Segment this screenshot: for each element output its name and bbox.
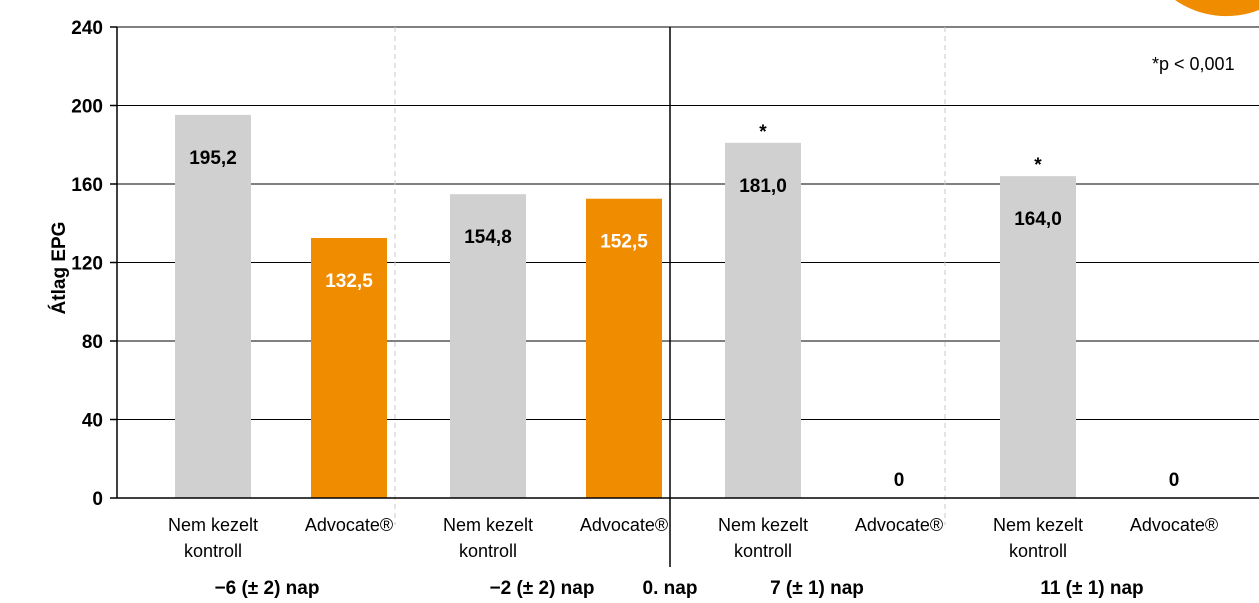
group-label: 7 (± 1) nap bbox=[770, 578, 864, 599]
y-tick-label: 160 bbox=[71, 175, 103, 196]
category-label: Nem kezelt bbox=[168, 515, 258, 535]
y-tick-label: 80 bbox=[82, 332, 103, 353]
category-label: Advocate® bbox=[305, 515, 393, 535]
value-label: 181,0 bbox=[739, 176, 787, 197]
value-label: 0 bbox=[894, 470, 905, 491]
bar bbox=[450, 194, 526, 498]
y-tick-label: 200 bbox=[71, 97, 103, 118]
group-label: 11 (± 1) nap bbox=[1040, 578, 1143, 599]
category-label: kontroll bbox=[1009, 541, 1067, 561]
value-label: 0 bbox=[1169, 470, 1180, 491]
value-label: 195,2 bbox=[189, 148, 237, 169]
bars bbox=[175, 114, 1076, 499]
category-label: Advocate® bbox=[855, 515, 943, 535]
bar bbox=[311, 237, 387, 498]
y-tick-label: 240 bbox=[71, 18, 103, 39]
group-label: −2 (± 2) nap bbox=[490, 578, 595, 599]
bar bbox=[725, 142, 801, 498]
category-label: kontroll bbox=[734, 541, 792, 561]
y-axis-label: Átlag EPG bbox=[48, 222, 70, 315]
category-label: Nem kezelt bbox=[443, 515, 533, 535]
labels: 0 40 80 120 160 200 240 195,2 Nem kezelt kontroll… bbox=[71, 18, 1218, 599]
significance-star: * bbox=[1034, 155, 1042, 176]
corner-decoration bbox=[1175, 0, 1259, 17]
significance-star: * bbox=[759, 122, 767, 143]
group-label: −6 (± 2) nap bbox=[215, 578, 320, 599]
category-label: Advocate® bbox=[580, 515, 668, 535]
value-label: 152,5 bbox=[600, 232, 648, 253]
day-zero-label: 0. nap bbox=[643, 578, 698, 599]
category-label: kontroll bbox=[459, 541, 517, 561]
value-label: 164,0 bbox=[1014, 209, 1062, 230]
category-label: kontroll bbox=[184, 541, 242, 561]
bar bbox=[586, 198, 662, 498]
category-label: Nem kezelt bbox=[993, 515, 1083, 535]
category-label: Nem kezelt bbox=[718, 515, 808, 535]
y-tick-label: 40 bbox=[82, 411, 103, 432]
bar bbox=[175, 114, 251, 499]
bar bbox=[1000, 176, 1076, 498]
value-label: 154,8 bbox=[464, 227, 512, 248]
y-tick-label: 0 bbox=[92, 489, 103, 510]
axes bbox=[110, 26, 1259, 567]
category-label: Advocate® bbox=[1130, 515, 1218, 535]
y-tick-label: 120 bbox=[71, 254, 103, 275]
gridlines bbox=[117, 26, 1259, 525]
value-label: 132,5 bbox=[325, 271, 373, 292]
significance-note: *p < 0,001 bbox=[1152, 54, 1235, 74]
